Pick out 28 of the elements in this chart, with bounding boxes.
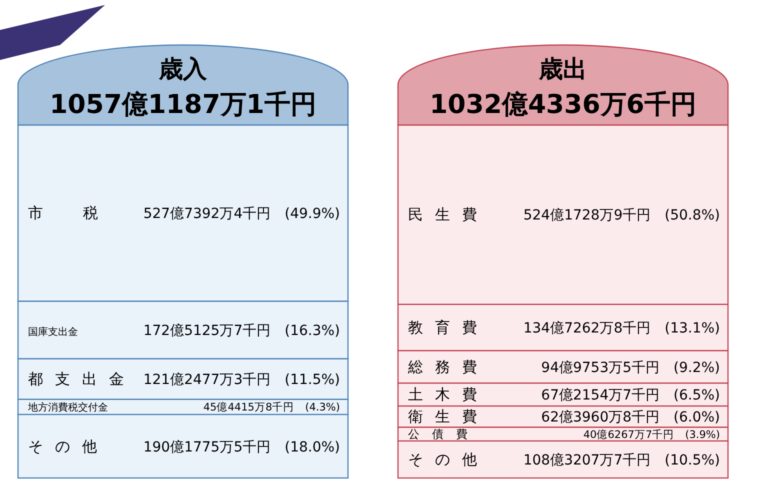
- data-label: 190億1775万5千円 (18.0%): [143, 439, 340, 456]
- series-label: 衛生費: [408, 408, 489, 426]
- data-label: 527億7392万4千円 (49.9%): [143, 206, 340, 222]
- series-label: 民生費: [408, 206, 489, 224]
- series-label: 教育費: [408, 318, 489, 336]
- chart-subtitle: 1032億4336万6千円: [430, 90, 696, 120]
- series-label: その他: [408, 450, 489, 469]
- data-label: 121億2477万3千円 (11.5%): [143, 372, 340, 388]
- data-label: 62億3960万8千円 (6.0%): [541, 410, 720, 426]
- series-label: 市税: [28, 204, 138, 222]
- chart-subtitle: 1057億1187万1千円: [50, 90, 316, 120]
- data-label: 134億7262万8千円 (13.1%): [523, 320, 720, 336]
- data-label: 94億9753万5千円 (9.2%): [541, 360, 720, 376]
- series-label: 公債費: [408, 426, 480, 441]
- data-label: 524億1728万9千円 (50.8%): [523, 208, 720, 224]
- data-label: 67億2154万7千円 (6.5%): [541, 388, 720, 404]
- data-label: 45億4415万8千円 (4.3%): [203, 400, 340, 414]
- chart-title: 歳出: [538, 55, 587, 83]
- series-label: 総務費: [407, 358, 489, 376]
- chart-title: 歳入: [158, 55, 208, 83]
- series-label: 土木費: [408, 386, 489, 404]
- series-label: 都支出金: [28, 370, 136, 388]
- series-label: その他: [28, 437, 109, 456]
- series-label: 国庫支出金: [28, 326, 78, 338]
- data-label: 40億6267万7千円 (3.9%): [583, 428, 720, 441]
- data-label: 172億5125万7千円 (16.3%): [143, 322, 340, 339]
- series-label: 地方消費税交付金: [27, 402, 108, 414]
- data-label: 108億3207万7千円 (10.5%): [523, 452, 720, 469]
